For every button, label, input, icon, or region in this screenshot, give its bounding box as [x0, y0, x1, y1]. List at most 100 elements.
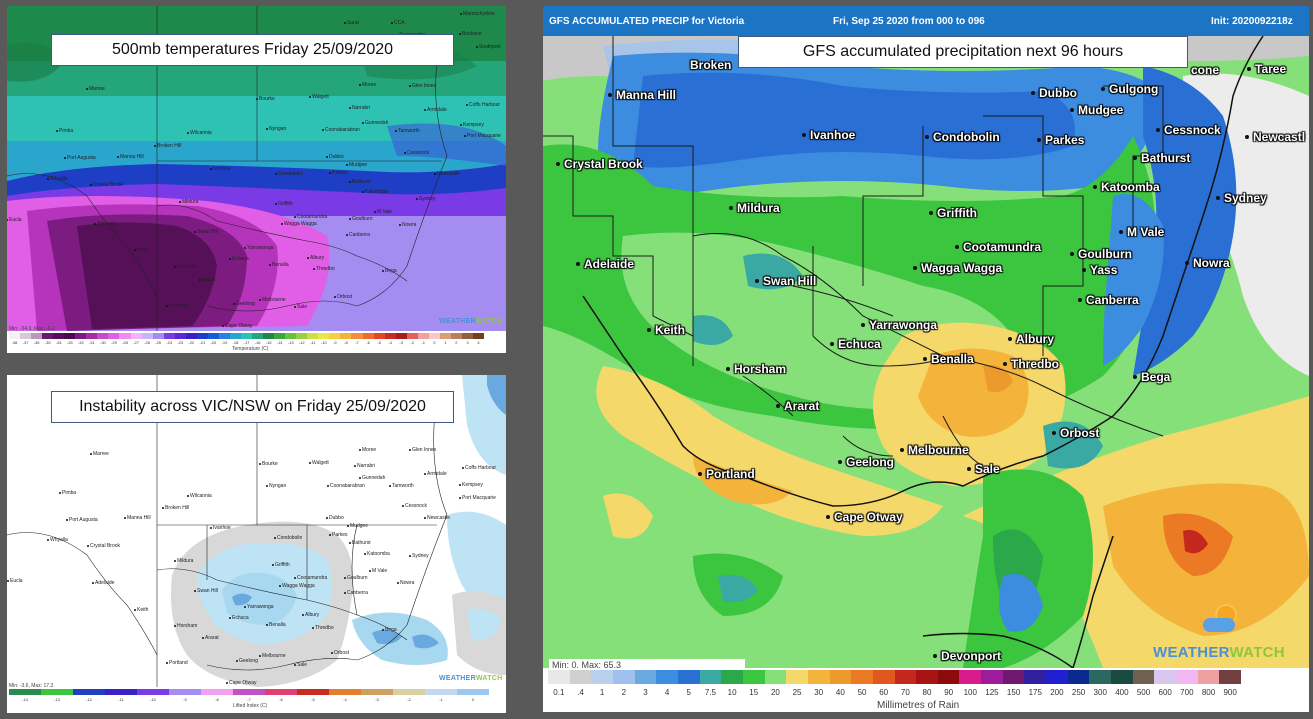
town-label: Port Augusta — [67, 155, 96, 161]
legend-swatch — [307, 333, 319, 339]
town-label: CCA — [394, 20, 405, 26]
town-marker — [476, 46, 478, 48]
legend-swatch — [297, 689, 329, 695]
legend-swatch — [1219, 670, 1241, 684]
legend-swatch — [274, 333, 286, 339]
town-marker — [94, 223, 96, 225]
legend-tick-label: 2 — [455, 340, 458, 345]
legend-tick-label: -20 — [210, 340, 217, 345]
town-marker — [275, 173, 277, 175]
legend-tick-label: .4 — [577, 688, 584, 697]
town-marker — [259, 655, 261, 657]
town-label: Adelaide — [584, 257, 635, 271]
town-marker — [47, 539, 49, 541]
legend-swatch — [108, 333, 120, 339]
town-marker — [279, 585, 281, 587]
town-label: Surat — [347, 20, 359, 26]
legend-swatch — [207, 333, 219, 339]
town-label: Canberra — [347, 590, 368, 596]
town-marker — [608, 93, 612, 97]
town-marker — [259, 463, 261, 465]
town-label: Mudgee — [349, 162, 368, 168]
town-marker — [326, 517, 328, 519]
town-label: Benalla — [272, 262, 289, 268]
town-label: Whyalla — [50, 537, 68, 543]
legend-tick-label: -24 — [166, 340, 173, 345]
town-marker — [397, 582, 399, 584]
legend-tick-label: -3 — [375, 697, 379, 702]
town-label: Thredbo — [316, 266, 335, 272]
town-label: Newcastle — [437, 171, 461, 177]
town-label: Horsham — [177, 623, 198, 629]
legend-tick-label: -10 — [150, 697, 156, 702]
town-marker — [434, 173, 436, 175]
town-marker — [327, 485, 329, 487]
instability-minmax: Min: -3.6, Max: 17.3 — [9, 683, 54, 689]
legend-tick-label: 300 — [1093, 688, 1107, 697]
town-marker — [47, 178, 49, 180]
town-label: Melbourne — [262, 297, 286, 303]
town-label: M Vale — [377, 209, 393, 215]
town-label: Sale — [297, 662, 308, 668]
town-marker — [830, 342, 834, 346]
town-marker — [424, 473, 426, 475]
town-label: Canberra — [349, 232, 370, 238]
legend-tick-label: -25 — [155, 340, 162, 345]
town-label: Bathurst — [1141, 151, 1191, 165]
town-label: Nowra — [402, 222, 417, 228]
town-label: Nyngan — [269, 126, 287, 132]
legend-swatch — [86, 333, 98, 339]
town-label: Gunnedah — [365, 120, 389, 126]
town-marker — [87, 545, 89, 547]
legend-tick-label: -9 — [333, 340, 337, 345]
legend-tick-label: 80 — [922, 688, 932, 697]
town-marker — [459, 33, 461, 35]
legend-tick-label: 500 — [1136, 688, 1151, 697]
town-marker — [347, 525, 349, 527]
legend-tick-label: -1 — [421, 340, 426, 345]
header-init-time: Init: 2020092218z — [1211, 16, 1293, 27]
legend-tick-label: -11 — [310, 340, 316, 345]
town-marker — [117, 156, 119, 158]
town-label: Mildura — [182, 199, 199, 205]
town-marker — [174, 266, 176, 268]
legend-tick-label: 3 — [643, 688, 648, 697]
town-marker — [56, 130, 58, 132]
instability-legend-ticks: -14 -13 -12 -11 -10 -9 -8 -7 -6 -5 -4 -3 -2 -1 0 — [9, 697, 489, 702]
legend-tick-label: -33 — [66, 340, 73, 345]
town-label: Wagga Wagga — [282, 583, 315, 589]
town-marker — [162, 507, 164, 509]
town-marker — [459, 497, 461, 499]
legend-tick-label: -16 — [254, 340, 261, 345]
town-label: Katoomba — [1101, 180, 1160, 194]
town-label: Melbourne — [908, 443, 969, 457]
town-label: Benalla — [931, 352, 974, 366]
legend-tick-label: -19 — [221, 340, 228, 345]
town-label: Sydney — [1224, 191, 1267, 205]
town-label: Whyalla — [50, 176, 68, 182]
town-label: Wilcannia — [190, 493, 212, 499]
town-label: Bega — [1141, 370, 1171, 384]
legend-tick-label: -34 — [55, 340, 62, 345]
legend-tick-label: -18 — [232, 340, 239, 345]
logo-watch-text: WATCH — [475, 675, 503, 682]
town-label: Tamworth — [392, 483, 414, 489]
town-label: Yarrawonga — [869, 318, 938, 332]
legend-tick-label: 5 — [686, 688, 691, 697]
town-marker — [266, 485, 268, 487]
town-label: Broken Hill — [157, 143, 182, 149]
town-marker — [1216, 196, 1220, 200]
town-marker — [409, 85, 411, 87]
town-label: Mildura — [177, 558, 194, 564]
legend-tick-label: -29 — [111, 340, 117, 345]
legend-swatch — [851, 670, 873, 684]
town-label: Coffs Harbour — [465, 465, 497, 471]
town-label: Kempsey — [463, 122, 484, 128]
legend-swatch — [1089, 670, 1112, 684]
legend-tick-label: -37 — [22, 340, 29, 345]
town-marker — [59, 492, 61, 494]
town-marker — [395, 130, 397, 132]
legend-swatch — [373, 333, 385, 339]
town-label: Walgett — [312, 94, 329, 100]
town-marker — [933, 654, 937, 658]
